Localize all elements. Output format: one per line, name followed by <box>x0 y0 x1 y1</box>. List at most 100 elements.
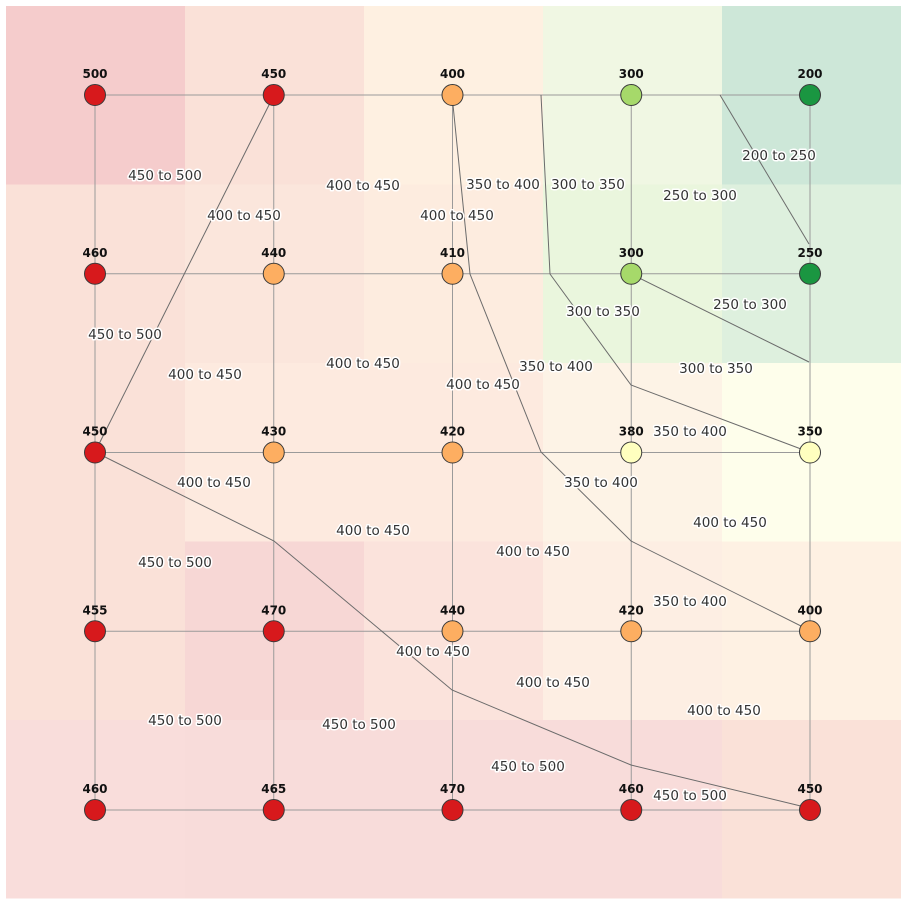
contour-label: 350 to 400 <box>653 594 727 610</box>
grid-node: 440 <box>440 603 465 643</box>
contour-label: 450 to 500 <box>491 759 565 775</box>
contour-label: 400 to 450 <box>177 475 251 491</box>
grid-node: 380 <box>619 425 644 464</box>
node-marker <box>441 620 464 643</box>
node-marker <box>799 620 821 643</box>
contour-label: 450 to 500 <box>138 555 212 571</box>
contour-line-1 <box>94 451 810 809</box>
grid-node: 420 <box>619 603 644 643</box>
contour-label: 350 to 400 <box>466 177 540 193</box>
node-marker <box>84 84 106 106</box>
contour-label: 400 to 450 <box>446 377 520 393</box>
node-marker <box>441 799 464 821</box>
node-marker <box>262 262 285 285</box>
node-value-label: 460 <box>619 782 644 796</box>
node-value-label: 300 <box>619 67 644 81</box>
contour-label: 350 to 400 <box>519 359 593 375</box>
node-value-label: 420 <box>619 603 644 617</box>
grid-node: 300 <box>619 67 644 106</box>
contour-label: 400 to 450 <box>326 178 400 194</box>
node-marker <box>620 799 643 821</box>
contour-label: 350 to 400 <box>564 475 638 491</box>
contour-label: 400 to 450 <box>516 675 590 691</box>
grid-node: 450 <box>797 782 823 821</box>
contour-label: 450 to 500 <box>653 788 727 804</box>
node-marker <box>441 441 464 464</box>
contour-label: 400 to 450 <box>693 515 767 531</box>
contour-label: 300 to 350 <box>679 361 753 377</box>
grid-node: 440 <box>261 246 286 285</box>
node-value-label: 450 <box>261 67 286 81</box>
node-value-label: 350 <box>797 425 822 439</box>
grid-node: 400 <box>440 67 465 106</box>
node-value-label: 300 <box>619 246 644 260</box>
node-value-label: 500 <box>82 67 107 81</box>
contour-label: 400 to 450 <box>687 703 761 719</box>
contour-label: 450 to 500 <box>128 168 202 184</box>
contour-line-2 <box>451 94 810 631</box>
contour-label: 450 to 500 <box>322 717 396 733</box>
node-marker <box>84 262 106 285</box>
grid-node: 400 <box>797 603 823 643</box>
grid-node: 455 <box>82 603 108 643</box>
node-value-label: 460 <box>82 782 107 796</box>
node-marker <box>799 262 821 285</box>
grid-node: 430 <box>261 425 286 464</box>
contour-label: 250 to 300 <box>713 297 787 313</box>
contour-line-4 <box>630 273 810 363</box>
grid-node: 420 <box>440 425 465 464</box>
node-marker <box>262 799 285 821</box>
node-value-label: 400 <box>797 603 822 617</box>
grid-node: 460 <box>82 782 108 821</box>
node-value-label: 440 <box>440 603 465 617</box>
contour-label: 300 to 350 <box>551 177 625 193</box>
grid-node: 250 <box>797 246 823 285</box>
contour-label: 300 to 350 <box>566 304 640 320</box>
node-value-label: 400 <box>440 67 465 81</box>
node-marker <box>84 441 106 464</box>
contour-label: 400 to 450 <box>207 208 281 224</box>
contour-label: 250 to 300 <box>663 188 737 204</box>
node-marker <box>799 441 821 464</box>
node-value-label: 460 <box>82 246 107 260</box>
contour-label: 450 to 500 <box>148 713 222 729</box>
grid-node: 450 <box>261 67 286 106</box>
contour-lines <box>94 94 810 809</box>
node-marker <box>620 84 643 106</box>
contour-line-3 <box>540 94 810 453</box>
contour-label: 400 to 450 <box>496 544 570 560</box>
grid-node: 410 <box>440 246 465 285</box>
grid-node: 460 <box>619 782 644 821</box>
node-value-label: 440 <box>261 246 286 260</box>
node-marker <box>799 799 821 821</box>
contour-label: 400 to 450 <box>396 644 470 660</box>
node-value-label: 200 <box>797 67 822 81</box>
node-marker <box>799 84 821 106</box>
grid-node: 465 <box>261 782 286 821</box>
node-marker <box>84 620 106 643</box>
node-value-label: 470 <box>440 782 465 796</box>
node-value-label: 465 <box>261 782 286 796</box>
grid-node: 470 <box>440 782 465 821</box>
contour-label: 400 to 450 <box>168 367 242 383</box>
grid-node: 460 <box>82 246 108 285</box>
contour-label: 450 to 500 <box>88 327 162 343</box>
contour-label: 200 to 250 <box>742 148 816 164</box>
node-value-label: 380 <box>619 425 644 439</box>
grid-node: 300 <box>619 246 644 285</box>
grid-node: 450 <box>82 425 108 464</box>
contour-line-5 <box>719 94 810 245</box>
node-marker <box>262 441 285 464</box>
node-value-label: 410 <box>440 246 465 260</box>
node-marker <box>262 84 285 106</box>
grid-node: 470 <box>261 603 286 643</box>
node-value-label: 250 <box>797 246 822 260</box>
node-marker <box>620 441 643 464</box>
node-marker <box>620 620 643 643</box>
contour-label: 400 to 450 <box>326 356 400 372</box>
node-value-label: 430 <box>261 425 286 439</box>
grid-node: 500 <box>82 67 108 106</box>
node-marker <box>441 262 464 285</box>
